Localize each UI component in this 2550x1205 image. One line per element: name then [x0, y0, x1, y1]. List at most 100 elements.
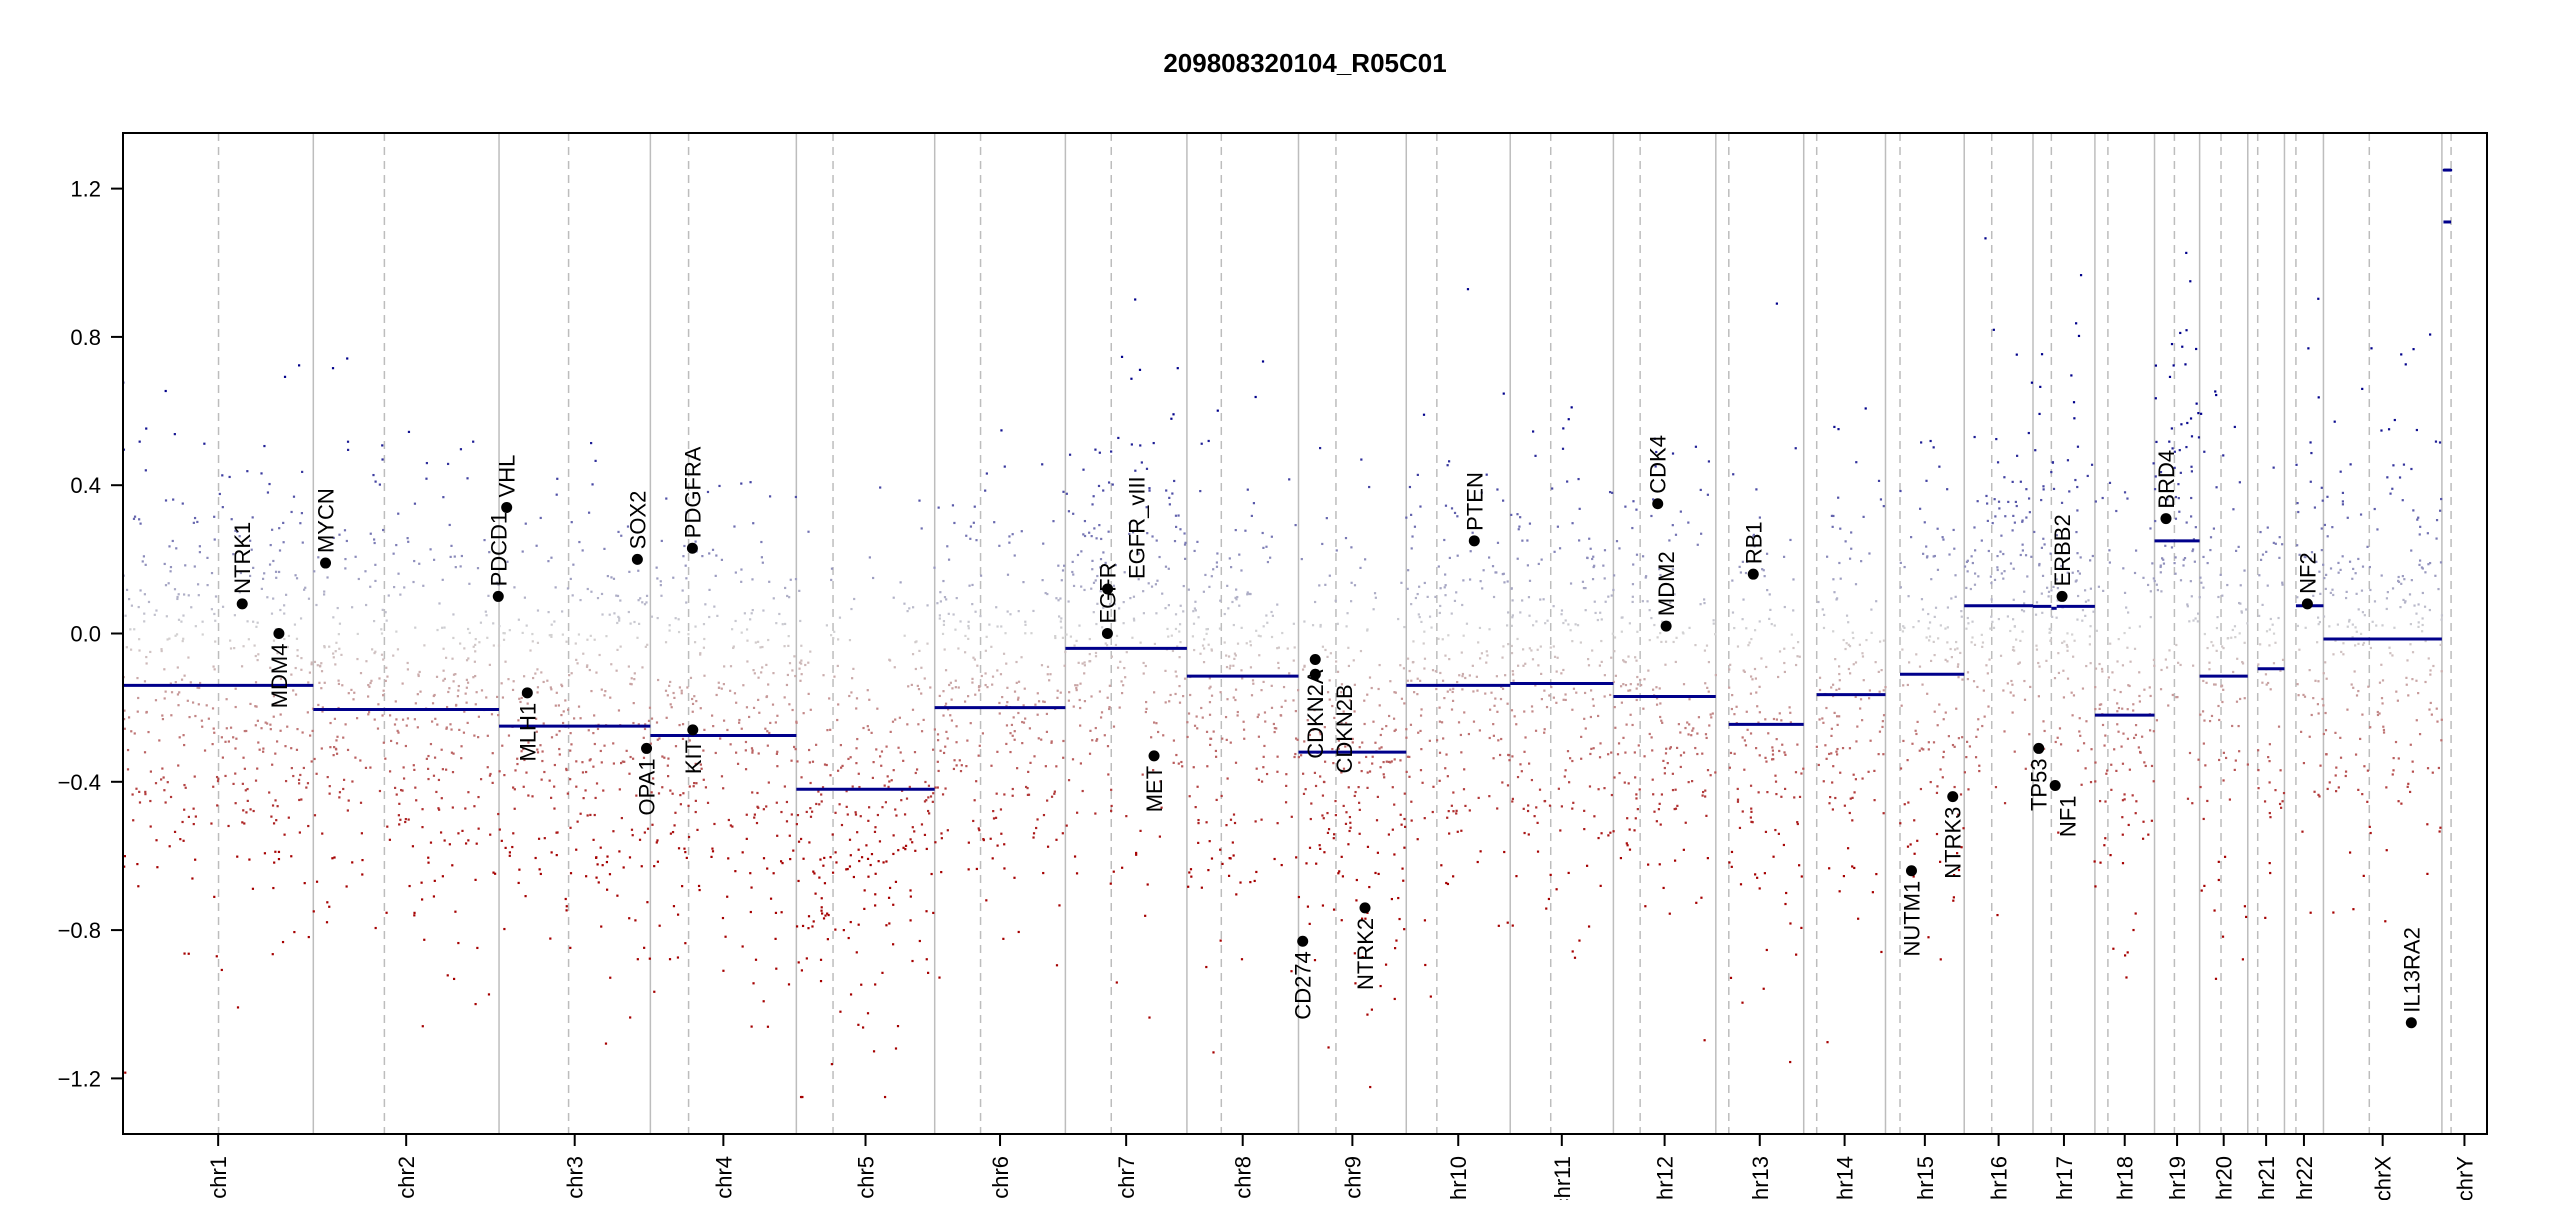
probe-point	[1397, 617, 1400, 621]
probe-point	[518, 868, 521, 871]
probe-point	[163, 562, 166, 566]
probe-point	[1560, 613, 1563, 616]
probe-point	[628, 856, 632, 859]
probe-point	[2121, 833, 2124, 836]
probe-point	[780, 911, 783, 914]
probe-point	[1600, 660, 1603, 663]
probe-point	[897, 849, 900, 852]
probe-point	[791, 708, 794, 712]
probe-point	[452, 752, 455, 755]
probe-point	[1071, 758, 1075, 761]
probe-point	[1440, 864, 1443, 867]
probe-point	[2401, 574, 2404, 578]
probe-point	[1492, 723, 1495, 726]
probe-point	[2429, 333, 2432, 336]
probe-point	[1270, 610, 1273, 614]
probe-point	[871, 776, 874, 780]
probe-point	[1294, 523, 1297, 527]
probe-point	[210, 571, 214, 575]
probe-point	[984, 649, 987, 652]
probe-point	[1082, 533, 1085, 536]
probe-point	[1704, 682, 1707, 685]
probe-point	[1452, 791, 1455, 794]
probe-point	[1326, 831, 1330, 834]
probe-point	[1444, 584, 1447, 587]
probe-point	[892, 834, 895, 837]
probe-point	[679, 803, 682, 806]
x-tick-label: chr21	[2254, 1156, 2279, 1200]
probe-point	[1399, 664, 1402, 667]
probe-point	[967, 624, 970, 628]
probe-point	[2380, 574, 2383, 577]
probe-point	[1966, 570, 1969, 573]
probe-point	[1861, 652, 1864, 655]
probe-point	[1501, 781, 1504, 784]
probe-point	[590, 590, 593, 593]
probe-point	[1559, 829, 1562, 832]
probe-point	[860, 856, 864, 859]
probe-point	[1906, 683, 1909, 687]
probe-point	[1965, 740, 1969, 743]
probe-point	[1832, 514, 1835, 518]
probe-point	[2215, 393, 2218, 397]
probe-point	[382, 741, 385, 744]
probe-point	[786, 594, 789, 598]
probe-point	[2162, 558, 2165, 561]
probe-point	[2146, 583, 2150, 587]
probe-point	[2051, 461, 2055, 464]
probe-point	[653, 990, 656, 993]
x-tick-label: chr19	[2165, 1156, 2190, 1200]
probe-point	[1390, 897, 1393, 901]
probe-point	[1847, 667, 1850, 671]
probe-point	[549, 686, 552, 689]
probe-point	[2128, 626, 2131, 629]
probe-point	[1083, 700, 1087, 703]
probe-point	[184, 564, 187, 567]
probe-point	[1110, 788, 1113, 791]
probe-point	[318, 681, 321, 684]
probe-point	[848, 865, 852, 868]
probe-point	[1110, 450, 1113, 453]
probe-point	[252, 620, 255, 623]
probe-point	[272, 559, 275, 563]
probe-point	[1207, 643, 1210, 646]
probe-point	[1482, 569, 1485, 572]
probe-point	[650, 791, 653, 794]
probe-point	[506, 560, 509, 563]
probe-point	[323, 681, 326, 684]
probe-point	[2218, 718, 2221, 722]
probe-point	[1318, 584, 1321, 587]
probe-point	[2222, 688, 2225, 691]
probe-point	[1123, 666, 1126, 670]
probe-point	[243, 822, 246, 825]
probe-point	[2354, 626, 2357, 629]
probe-point	[1282, 685, 1286, 689]
probe-point	[385, 619, 388, 622]
probe-point	[414, 786, 417, 789]
probe-point	[268, 482, 271, 486]
probe-point	[179, 838, 182, 841]
probe-point	[994, 816, 998, 819]
probe-point	[1441, 679, 1445, 682]
probe-point	[1215, 755, 1218, 758]
probe-point	[1078, 624, 1081, 627]
probe-point	[1598, 664, 1602, 667]
probe-point	[1620, 616, 1623, 619]
probe-point	[606, 855, 609, 858]
probe-point	[1623, 660, 1626, 663]
probe-point	[2268, 628, 2271, 631]
probe-point	[1879, 498, 1883, 501]
probe-point	[1410, 547, 1413, 550]
probe-point	[1532, 624, 1535, 627]
probe-point	[928, 812, 931, 815]
probe-point	[2346, 625, 2349, 628]
probe-point	[1983, 715, 1986, 718]
probe-point	[1600, 618, 1603, 621]
probe-point	[1338, 870, 1341, 873]
probe-point	[2217, 595, 2220, 599]
probe-point	[1102, 489, 1105, 492]
probe-point	[1424, 963, 1427, 967]
probe-point	[313, 814, 317, 817]
probe-point	[564, 897, 567, 901]
probe-point	[1035, 826, 1038, 830]
